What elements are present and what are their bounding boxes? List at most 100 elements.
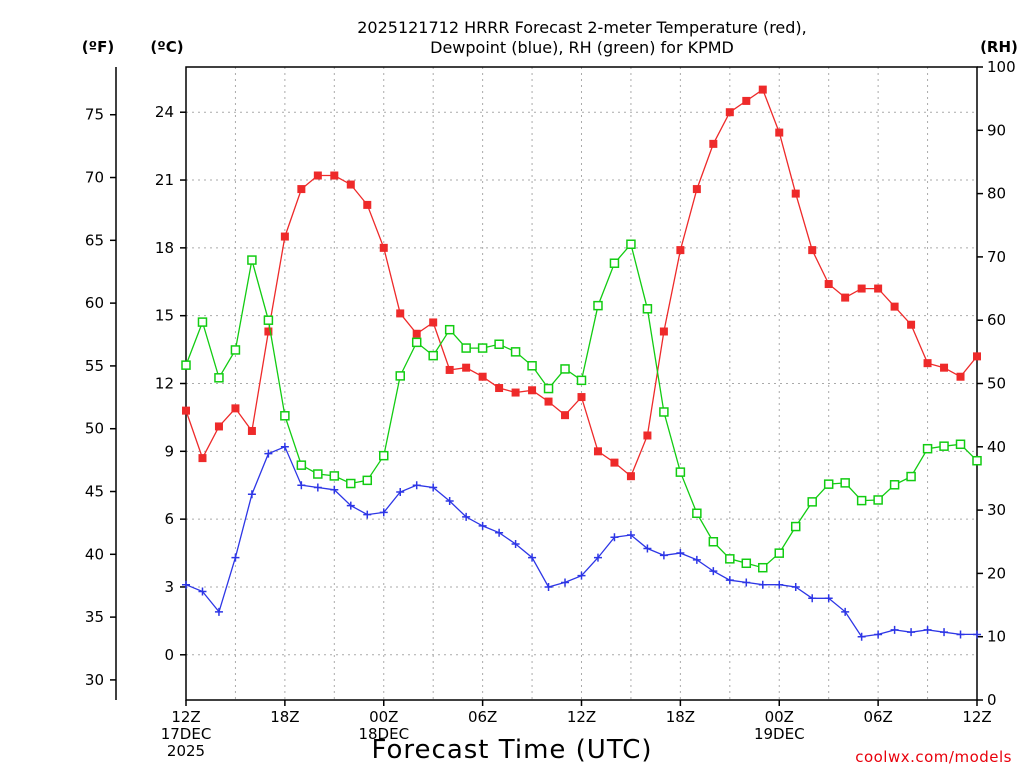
rh-point <box>939 441 949 451</box>
temperature-point <box>198 454 207 463</box>
temperature-point <box>363 200 372 209</box>
rh-point <box>362 475 373 486</box>
rh-point <box>263 315 274 325</box>
rh-point <box>411 337 422 348</box>
celsius-tick-label: 0 <box>164 646 174 664</box>
temperature-point <box>396 309 405 318</box>
celsius-tick-label: 21 <box>155 171 174 189</box>
series-layer <box>181 85 982 641</box>
rh-tick-label: 0 <box>987 691 997 709</box>
text-layer: 2025121712 HRRR Forecast 2-meter Tempera… <box>82 18 1018 766</box>
dewpoint-point <box>495 528 504 537</box>
temperature-point <box>890 302 899 311</box>
temperature-point <box>247 426 256 435</box>
temperature-point <box>824 280 833 289</box>
x-tick-label: 06Z <box>863 708 892 726</box>
rh-tick-label: 100 <box>987 58 1016 76</box>
rh-point <box>840 478 850 488</box>
temperature-point <box>528 386 537 395</box>
fahrenheit-tick-label: 35 <box>85 608 104 626</box>
temperature-point <box>643 431 652 440</box>
temperature-point <box>956 372 965 381</box>
temperature-point <box>973 352 981 361</box>
dewpoint-point <box>940 628 949 637</box>
temperature-point <box>379 243 388 252</box>
fahrenheit-tick-label: 45 <box>85 483 104 501</box>
rh-tick-label: 50 <box>987 375 1006 393</box>
rh-point <box>346 478 356 489</box>
dewpoint-point <box>511 540 520 549</box>
x-tick-label: 19DEC <box>754 725 805 743</box>
rh-tick-label: 70 <box>987 248 1006 266</box>
celsius-tick-label: 15 <box>155 307 174 325</box>
rh-point <box>197 317 208 327</box>
dewpoint-point <box>214 607 223 616</box>
rh-series <box>181 239 982 573</box>
dewpoint-point <box>890 625 899 634</box>
x-tick-label: 18Z <box>666 708 695 726</box>
fahrenheit-unit-label: (ºF) <box>82 38 114 56</box>
temperature-point <box>214 422 223 431</box>
dewpoint-point <box>313 483 322 492</box>
dewpoint-point <box>610 533 619 542</box>
fahrenheit-tick-label: 65 <box>85 231 104 249</box>
rh-point <box>576 375 587 386</box>
rh-point <box>444 324 455 335</box>
dewpoint-point <box>857 632 866 641</box>
rh-point <box>379 450 389 461</box>
dewpoint-point <box>577 571 586 580</box>
rh-point <box>955 439 966 450</box>
rh-point <box>725 554 735 564</box>
temperature-point <box>577 393 586 402</box>
temperature-point <box>692 185 701 194</box>
dewpoint-point <box>330 485 339 494</box>
x-tick-label: 00Z <box>765 708 794 726</box>
temperature-point <box>264 327 273 336</box>
dewpoint-point <box>709 567 718 576</box>
dewpoint-point <box>956 630 965 639</box>
dewpoint-point <box>791 582 800 591</box>
rh-point <box>494 339 504 350</box>
rh-point <box>790 521 801 532</box>
dewpoint-point <box>231 553 240 562</box>
fahrenheit-tick-label: 70 <box>85 169 104 187</box>
dewpoint-point <box>379 508 388 517</box>
celsius-tick-label: 6 <box>164 510 174 528</box>
temperature-point <box>280 232 289 241</box>
dewpoint-point <box>973 630 981 639</box>
rh-point <box>906 471 916 482</box>
temperature-point <box>626 472 635 481</box>
rh-point <box>329 471 340 481</box>
rh-point <box>214 373 224 383</box>
x-tick-label: 12Z <box>567 708 596 726</box>
dewpoint-point <box>561 578 570 587</box>
dewpoint-point <box>841 607 850 616</box>
rh-point <box>560 364 570 374</box>
x-tick-label: 18DEC <box>358 725 409 743</box>
temperature-point <box>775 128 784 137</box>
temperature-point <box>659 327 668 336</box>
dewpoint-point <box>907 628 916 637</box>
temperature-point <box>758 85 767 94</box>
temperature-point <box>231 404 240 413</box>
temperature-point <box>610 458 619 467</box>
rh-point <box>873 495 883 505</box>
rh-tick-label: 30 <box>987 501 1006 519</box>
rh-point <box>593 300 603 311</box>
fahrenheit-tick-label: 50 <box>85 420 104 438</box>
credit-label: coolwx.com/models <box>855 748 1012 766</box>
temperature-line <box>185 88 978 478</box>
dewpoint-point <box>429 483 438 492</box>
temperature-point <box>709 139 718 148</box>
x-tick-label: 12Z <box>962 708 991 726</box>
temperature-point <box>495 384 504 393</box>
dewpoint-point <box>692 555 701 564</box>
fahrenheit-tick-label: 40 <box>85 545 104 563</box>
fahrenheit-tick-label: 30 <box>85 671 104 689</box>
rh-point <box>823 479 834 489</box>
fahrenheit-tick-label: 75 <box>85 106 104 124</box>
celsius-unit-label: (ºC) <box>150 38 183 56</box>
dewpoint-point <box>264 449 273 458</box>
rh-point <box>922 443 933 454</box>
